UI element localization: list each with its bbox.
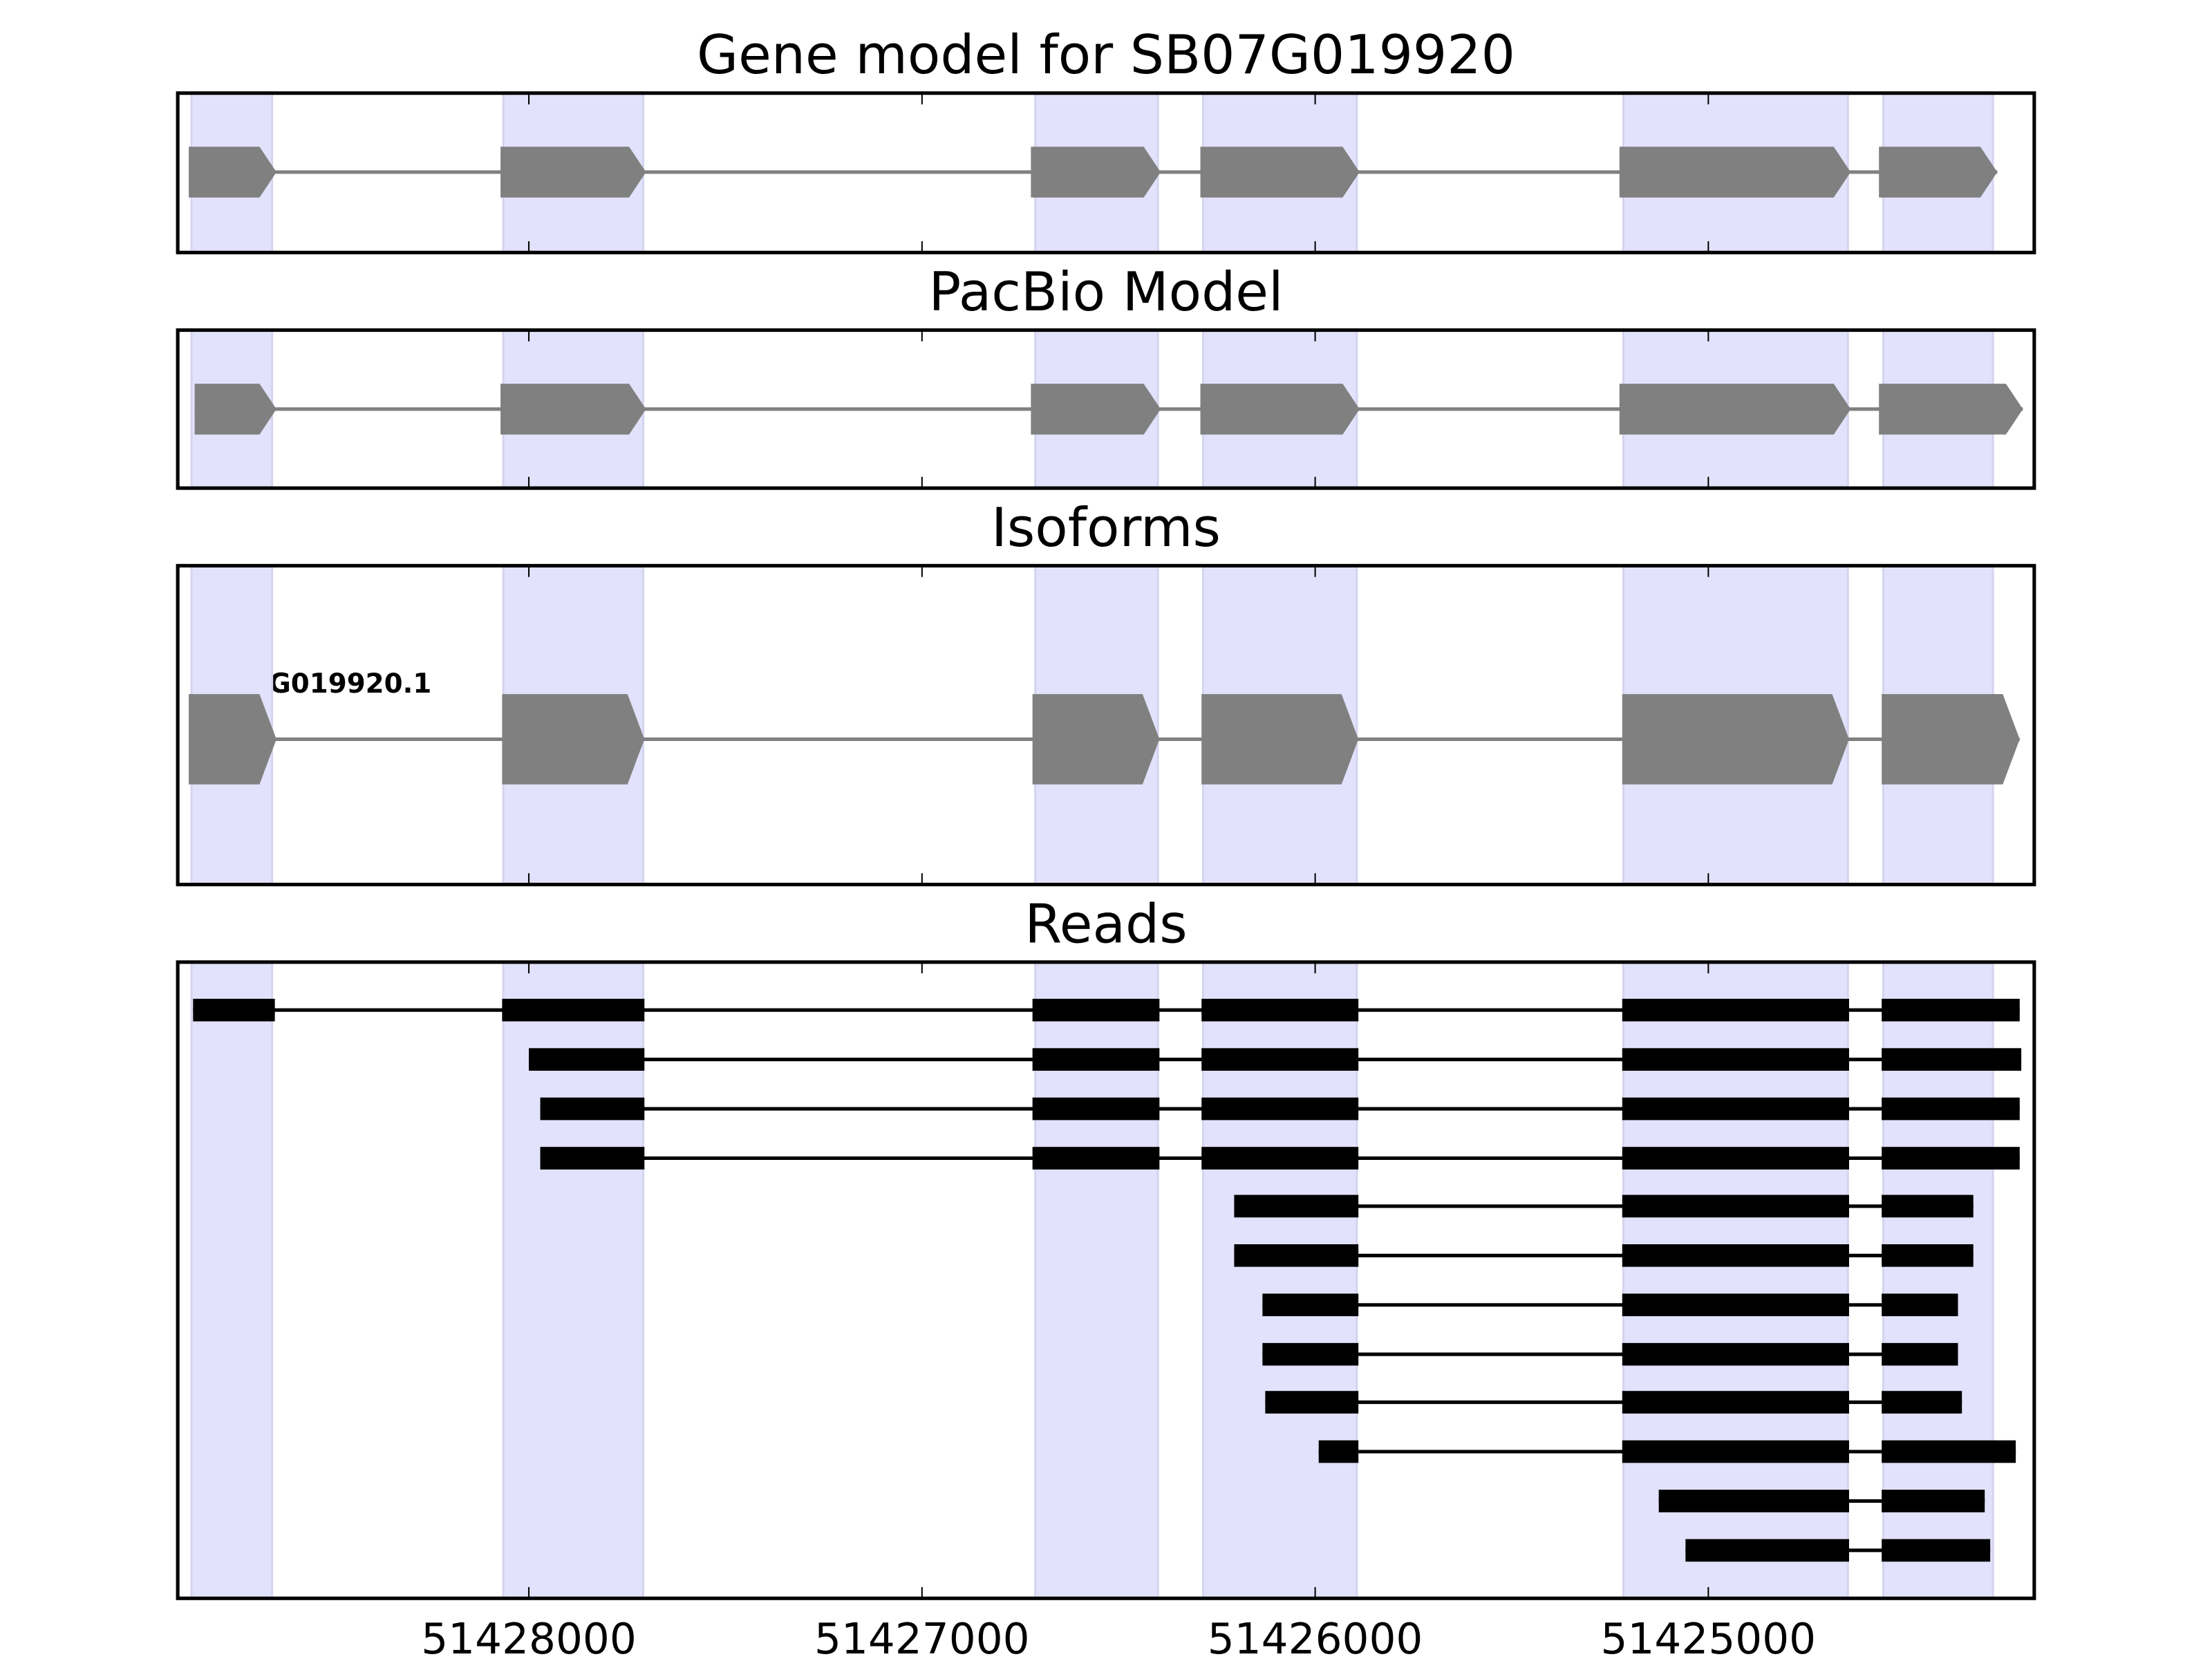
read-exon [1262, 1342, 1359, 1366]
read-exon [1234, 1194, 1359, 1218]
exon-arrow [189, 694, 276, 785]
read-exon [529, 1048, 645, 1071]
read-exon [502, 998, 645, 1022]
read-exon [540, 1097, 645, 1121]
x-tick-label: 51428000 [421, 1615, 637, 1659]
exon-arrow [1619, 147, 1851, 198]
exon-arrow [1200, 147, 1360, 198]
exon-arrow [1031, 384, 1161, 435]
read-exon [1201, 1048, 1359, 1071]
shaded-exon-region [190, 961, 274, 1600]
read-exon [1622, 1048, 1849, 1071]
read-exon [1622, 1194, 1849, 1218]
x-tick-label: 51426000 [1208, 1615, 1423, 1659]
read-exon [1622, 998, 1849, 1022]
read-exon [1622, 1391, 1849, 1414]
x-tick-label: 51425000 [1601, 1615, 1817, 1659]
read-exon [1032, 998, 1160, 1022]
read-exon [1032, 1048, 1160, 1071]
read-exon [1882, 1244, 1974, 1267]
exon-arrow [500, 147, 646, 198]
exon-arrow [1032, 694, 1160, 785]
read-exon [1201, 1147, 1359, 1170]
read-exon [1234, 1244, 1359, 1267]
read-exon [1622, 1097, 1849, 1121]
exon-arrow [189, 147, 276, 198]
read-exon [1622, 1440, 1849, 1463]
exon-arrow [1882, 694, 2020, 785]
exon-arrow [1201, 694, 1359, 785]
panel-title-isoforms: Isoforms [991, 497, 1221, 559]
exon-arrow [500, 384, 646, 435]
read-exon [1882, 1293, 1958, 1317]
read-exon [1032, 1097, 1160, 1121]
exon-arrow [1622, 694, 1849, 785]
read-exon [1201, 998, 1359, 1022]
read-exon [1685, 1539, 1849, 1562]
read-exon [193, 998, 275, 1022]
panel-frame [176, 328, 2036, 490]
exon-arrow [502, 694, 645, 785]
exon-arrow [1879, 384, 2023, 435]
panel-title-reads: Reads [1024, 893, 1187, 955]
read-exon [1032, 1147, 1160, 1170]
panel-frame [176, 960, 2036, 1600]
read-exon [1882, 998, 2020, 1022]
read-exon [1882, 1342, 1958, 1366]
read-exon [1622, 1293, 1849, 1317]
exon-arrow [1879, 147, 1998, 198]
panel-title-pacbio: PacBio Model [928, 261, 1283, 324]
exon-arrow [1619, 384, 1851, 435]
read-exon [1882, 1048, 2022, 1071]
read-exon [1658, 1490, 1849, 1512]
exon-arrow [1031, 147, 1161, 198]
read-exon [1882, 1539, 1991, 1562]
read-exon [1882, 1440, 2016, 1463]
read-exon [1622, 1244, 1849, 1267]
read-exon [1882, 1490, 1985, 1512]
panel-frame [176, 563, 2036, 887]
read-exon [1882, 1194, 1974, 1218]
read-exon [1882, 1097, 2020, 1121]
panel-frame [176, 91, 2036, 254]
read-exon [1882, 1147, 2020, 1170]
read-exon [1882, 1391, 1962, 1414]
read-exon [1262, 1293, 1359, 1317]
exon-arrow [194, 384, 276, 435]
x-tick-label: 51427000 [814, 1615, 1030, 1659]
read-exon [540, 1147, 645, 1170]
read-exon [1622, 1147, 1849, 1170]
read-exon [1318, 1440, 1359, 1463]
read-exon [1265, 1391, 1359, 1414]
read-exon [1622, 1342, 1849, 1366]
exon-arrow [1200, 384, 1360, 435]
read-exon [1201, 1097, 1359, 1121]
panel-title-gene-model: Gene model for SB07G019920 [697, 24, 1515, 86]
